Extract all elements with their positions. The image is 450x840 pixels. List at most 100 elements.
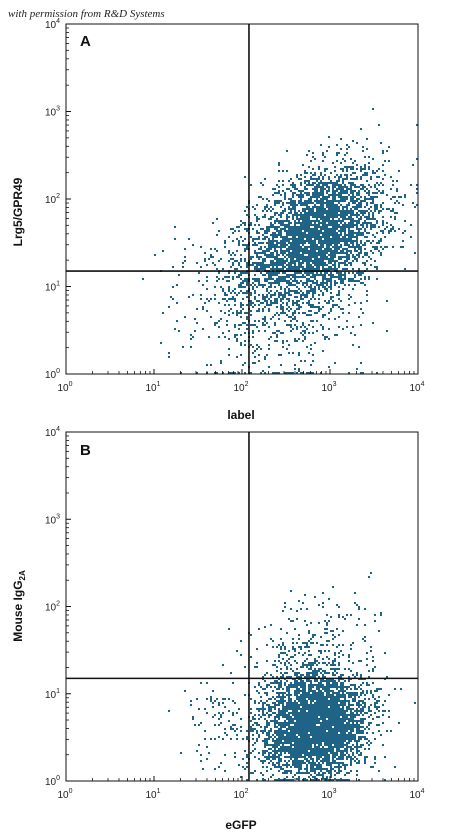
panel-a-data-point xyxy=(244,224,246,226)
panel-a-data-point xyxy=(352,234,354,236)
panel-a-data-point xyxy=(322,228,324,230)
panel-a-data-point xyxy=(310,256,312,258)
panel-a-data-point xyxy=(292,218,294,220)
panel-a-data-point xyxy=(364,254,366,256)
panel-a-data-point xyxy=(268,240,270,242)
panel-a-data-point xyxy=(356,220,358,222)
panel-a-data-point xyxy=(322,264,324,266)
panel-a-data-point xyxy=(370,176,372,178)
panel-a-data-point xyxy=(300,182,302,184)
panel-a-data-point xyxy=(252,324,254,326)
panel-a-data-point xyxy=(308,232,310,234)
panel-a-data-point xyxy=(336,220,338,222)
panel-a-data-point xyxy=(402,240,404,242)
panel-a-data-point xyxy=(272,274,274,276)
panel-a-data-point xyxy=(272,254,274,256)
panel-a-data-point xyxy=(352,222,354,224)
panel-a-data-point xyxy=(320,200,322,202)
panel-a-data-point xyxy=(368,218,370,220)
panel-a-data-point xyxy=(336,194,338,196)
panel-a-data-point xyxy=(360,200,362,202)
panel-a-data-point xyxy=(340,230,342,232)
panel-a-data-point xyxy=(292,304,294,306)
panel-a-data-point xyxy=(362,222,364,224)
panel-a-data-point xyxy=(330,258,332,260)
panel-a-data-point xyxy=(336,232,338,234)
panel-a-data-point xyxy=(328,208,330,210)
panel-a-data-point xyxy=(276,268,278,270)
panel-a-data-point xyxy=(320,172,322,174)
panel-a-data-point xyxy=(274,234,276,236)
panel-a-data-point xyxy=(372,218,374,220)
panel-a-data-point xyxy=(316,192,318,194)
panel-a-x-tick-base: 10 xyxy=(145,383,157,394)
panel-a-data-point xyxy=(292,280,294,282)
panel-a-data-point xyxy=(318,284,320,286)
panel-a-data-point xyxy=(318,234,320,236)
panel-a-data-point xyxy=(294,316,296,318)
panel-a-data-point xyxy=(238,262,240,264)
panel-a-data-point xyxy=(346,240,348,242)
panel-a-data-point xyxy=(306,280,308,282)
panel-a-data-point xyxy=(290,230,292,232)
panel-a-data-point xyxy=(210,248,212,250)
panel-a-data-point xyxy=(308,310,310,312)
panel-a-data-point xyxy=(364,210,366,212)
panel-a-data-point xyxy=(222,372,224,374)
panel-a-data-point xyxy=(314,268,316,270)
panel-a-data-point xyxy=(290,228,292,230)
panel-a-data-point xyxy=(254,238,256,240)
panel-a-data-point xyxy=(336,282,338,284)
panel-a-data-point xyxy=(296,238,298,240)
panel-a-data-point xyxy=(326,234,328,236)
panel-a-data-point xyxy=(274,220,276,222)
panel-a-data-point xyxy=(274,188,276,190)
panel-a-data-point xyxy=(284,240,286,242)
panel-a-data-point xyxy=(304,200,306,202)
panel-a-data-point xyxy=(308,194,310,196)
panel-a-data-point xyxy=(254,250,256,252)
panel-a-data-point xyxy=(294,242,296,244)
panel-a-data-point xyxy=(364,190,366,192)
panel-b-data-point xyxy=(328,758,330,760)
panel-a-data-point xyxy=(262,284,264,286)
panel-a-data-point xyxy=(312,360,314,362)
panel-a-data-point xyxy=(294,324,296,326)
panel-a-data-point xyxy=(238,372,240,374)
panel-a-data-point xyxy=(286,258,288,260)
panel-a-data-point xyxy=(302,276,304,278)
panel-a-data-point xyxy=(288,202,290,204)
panel-a-data-point xyxy=(218,326,220,328)
panel-a-data-point xyxy=(314,226,316,228)
panel-a-data-point xyxy=(262,228,264,230)
panel-a-data-point xyxy=(280,194,282,196)
panel-a-data-point xyxy=(274,340,276,342)
panel-a-data-point xyxy=(284,290,286,292)
panel-a-x-tick-exponent: 2 xyxy=(245,381,249,388)
panel-a-data-point xyxy=(388,146,390,148)
panel-a-data-point xyxy=(340,252,342,254)
panel-a-data-point xyxy=(322,154,324,156)
panel-a-data-point xyxy=(264,238,266,240)
panel-a-data-point xyxy=(310,248,312,250)
panel-a-data-point xyxy=(350,158,352,160)
panel-a-data-point xyxy=(310,344,312,346)
panel-a-data-point xyxy=(292,216,294,218)
panel-a-data-point xyxy=(368,168,370,170)
panel-a-data-point xyxy=(234,324,236,326)
panel-a-data-point xyxy=(258,258,260,260)
panel-a-data-point xyxy=(340,250,342,252)
panel-a-data-point xyxy=(198,280,200,282)
panel-a-data-point xyxy=(278,314,280,316)
panel-a-data-point xyxy=(322,216,324,218)
panel-a-data-point xyxy=(274,256,276,258)
panel-a-data-point xyxy=(304,338,306,340)
panel-a-data-point xyxy=(322,276,324,278)
panel-a-data-point xyxy=(352,240,354,242)
panel-a-data-point xyxy=(274,248,276,250)
panel-a-data-point xyxy=(346,258,348,260)
panel-a-data-point xyxy=(354,236,356,238)
panel-a-data-point xyxy=(292,244,294,246)
panel-a-data-point xyxy=(254,244,256,246)
panel-a-data-point xyxy=(318,214,320,216)
